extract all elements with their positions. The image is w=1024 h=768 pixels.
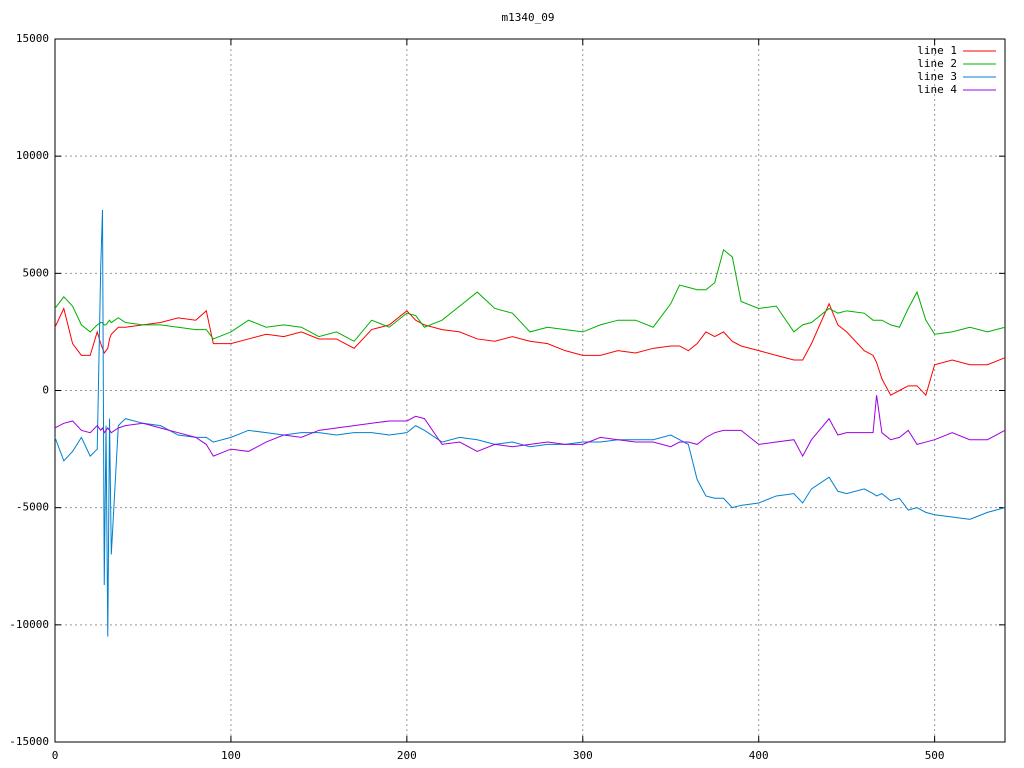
x-tick-label: 300: [573, 749, 593, 762]
y-tick-label: -10000: [9, 618, 49, 631]
y-tick-label: 15000: [16, 32, 49, 45]
y-tick-label: -5000: [16, 501, 49, 514]
legend-label: line 2: [917, 57, 957, 70]
plot-frame: [54, 38, 1006, 743]
x-tick-label: 0: [52, 749, 59, 762]
x-tick-label: 200: [397, 749, 417, 762]
x-tick-label: 400: [749, 749, 769, 762]
chart-title: m1340_09: [502, 11, 555, 24]
series-line: [54, 210, 1006, 637]
series-line: [54, 395, 1006, 458]
series-line: [54, 249, 1006, 342]
legend-label: line 1: [917, 44, 957, 57]
legend-label: line 4: [917, 83, 957, 96]
y-tick-label: 10000: [16, 149, 49, 162]
x-tick-label: 100: [221, 749, 241, 762]
y-tick-label: -15000: [9, 735, 49, 748]
legend-label: line 3: [917, 70, 957, 83]
series-line: [54, 302, 1006, 397]
y-tick-label: 0: [42, 384, 49, 397]
y-tick-label: 5000: [23, 266, 50, 279]
x-tick-label: 500: [925, 749, 945, 762]
